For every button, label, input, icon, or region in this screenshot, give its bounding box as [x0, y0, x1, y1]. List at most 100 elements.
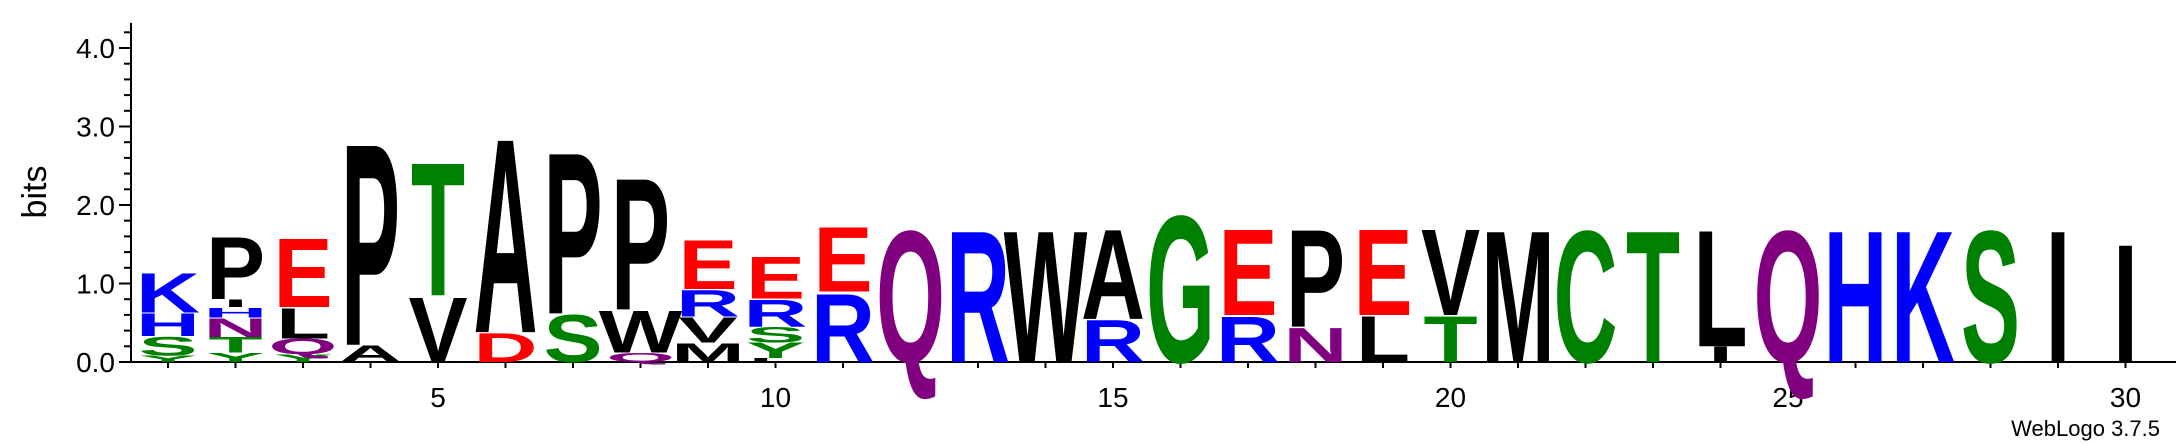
- stack-pos-24: IL: [1693, 196, 1747, 382]
- y-tick-label: 4.0: [76, 33, 115, 64]
- y-axis: 0.0 1.0 2.0 3.0 4.0: [76, 22, 132, 378]
- logo-letter-S: S: [1961, 193, 2020, 403]
- x-tick-label: 25: [1772, 382, 1803, 413]
- logo-letter-N: N: [1284, 318, 1348, 373]
- logo-letter-M: M: [1481, 193, 1555, 403]
- logo-letter-Y: Y: [138, 354, 197, 364]
- logo-letter-E: E: [1353, 204, 1412, 342]
- logo-letter-A: A: [474, 80, 538, 391]
- logo-letter-R: R: [676, 282, 740, 325]
- stack-pos-28: S: [1961, 193, 2020, 403]
- stack-pos-15: RA: [1081, 204, 1145, 376]
- logo-letter-L: L: [748, 357, 802, 363]
- stack-pos-6: DA: [474, 80, 538, 391]
- y-tick-label: 1.0: [76, 269, 115, 300]
- stack-pos-17: RE: [1216, 204, 1280, 377]
- x-tick-label: 10: [760, 382, 791, 413]
- logo-letter-I: I: [223, 297, 248, 309]
- logo-letter-I: I: [2046, 193, 2071, 403]
- logo-letter-R: R: [1216, 304, 1280, 376]
- logo-letter-K: K: [136, 261, 200, 324]
- y-tick-label: 0.0: [76, 347, 115, 378]
- logo-letter-E: E: [746, 245, 805, 312]
- logo-letter-P: P: [206, 218, 265, 318]
- stack-pos-4: AP: [339, 85, 403, 407]
- logo-letter-H: H: [1824, 193, 1888, 403]
- logo-letter-R: R: [744, 291, 808, 335]
- logo-letter-E: E: [813, 209, 872, 312]
- logo-letter-T: T: [411, 122, 465, 336]
- stack-pos-5: VT: [408, 122, 467, 382]
- logo-letter-L: L: [276, 299, 330, 348]
- logo-letter-S: S: [138, 331, 197, 361]
- stack-pos-22: C: [1554, 193, 1618, 403]
- logo-letter-C: C: [1554, 193, 1618, 403]
- stack-pos-30: I: [2113, 209, 2138, 398]
- x-tick-label: 15: [1097, 382, 1128, 413]
- stack-pos-23: T: [1626, 193, 1680, 403]
- stack-pos-19: LE: [1353, 204, 1412, 377]
- logo-letter-Y: Y: [206, 350, 265, 364]
- logo-letter-V: V: [408, 279, 467, 382]
- logo-letter-W: W: [1004, 193, 1088, 403]
- logo-letter-L: L: [1356, 304, 1410, 376]
- logo-letter-P: P: [341, 85, 400, 407]
- y-axis-label: bits: [16, 166, 54, 219]
- x-axis: 5 10 15 20 25 30: [131, 361, 2176, 413]
- stack-pos-29: I: [2046, 193, 2071, 403]
- logo-letter-E: E: [1218, 204, 1277, 342]
- logo-letter-Q: Q: [876, 193, 945, 403]
- logo-letter-S: S: [746, 323, 805, 347]
- stack-pos-11: RE: [811, 209, 875, 383]
- logo-letter-P: P: [611, 140, 670, 350]
- logo-letter-T: T: [1423, 304, 1477, 376]
- logo-letter-R: R: [1081, 309, 1145, 376]
- logo-letter-T: T: [1626, 193, 1680, 403]
- logo-letter-S: S: [543, 301, 602, 377]
- logo-letter-A: A: [339, 340, 403, 367]
- logo-letter-E: E: [273, 218, 332, 328]
- logo-letter-M: M: [671, 337, 745, 367]
- logo-letter-V: V: [1421, 204, 1480, 342]
- stack-pos-12: Q: [876, 193, 945, 403]
- logo-letter-L: L: [1693, 196, 1747, 382]
- y-tick-label: 2.0: [76, 190, 115, 221]
- x-tick-label: 20: [1435, 382, 1466, 413]
- stack-pos-20: TV: [1421, 204, 1480, 377]
- logo-letter-N: N: [204, 312, 268, 342]
- logo-letter-A: A: [1081, 204, 1145, 347]
- stack-pos-25: Q: [1754, 193, 1823, 403]
- stack-pos-13: R: [946, 193, 1010, 403]
- x-tick-label: 5: [430, 382, 446, 413]
- stack-pos-7: SP: [543, 106, 602, 377]
- logo-letter-D: D: [474, 324, 538, 371]
- stack-pos-8: QWP: [599, 140, 683, 366]
- logo-letter-H: H: [204, 305, 268, 321]
- logo-letter-Q: Q: [606, 350, 675, 364]
- stack-pos-18: NP: [1284, 200, 1348, 373]
- y-tick-label: 3.0: [76, 112, 115, 143]
- logo-letter-I: I: [2113, 209, 2138, 398]
- logo-letter-E: E: [678, 224, 737, 304]
- x-tick-label: 30: [2110, 382, 2141, 413]
- logo-letter-V: V: [678, 310, 737, 350]
- logo-letter-Q: Q: [1754, 193, 1823, 403]
- weblogo-credit: WebLogo 3.7.5: [2011, 416, 2160, 441]
- logo-letter-W: W: [599, 299, 683, 366]
- stack-pos-16: G: [1146, 173, 1215, 408]
- stack-pos-27: K: [1891, 193, 1955, 403]
- logo-letter-T: T: [208, 333, 262, 357]
- logo-letter-G: G: [1146, 173, 1215, 408]
- logo-letter-Y: Y: [273, 352, 332, 364]
- logo-letter-H: H: [136, 307, 200, 343]
- logo-letter-R: R: [946, 193, 1010, 403]
- logo-letter-I: I: [1708, 342, 1733, 366]
- stack-pos-14: W: [1004, 193, 1088, 403]
